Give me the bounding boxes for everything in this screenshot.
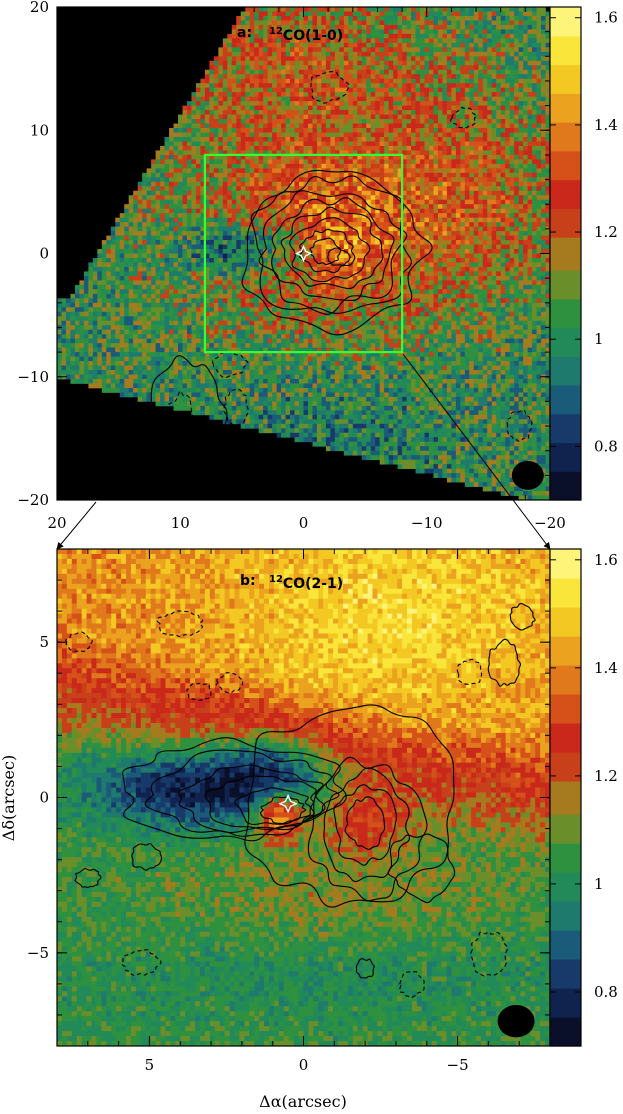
- colorbar-a-tick-label: 1.4: [594, 116, 618, 134]
- panel-b-y-tick-label: −5: [27, 944, 49, 962]
- panel-a-tick-labels: 20 10 0 −10 −20 −20 −10 0 10 20: [17, 0, 565, 532]
- panel-a-title-main: CO(1-0): [283, 28, 343, 44]
- panel-a-panel-label: a:: [237, 25, 252, 41]
- panel-a-heatmap: [57, 7, 550, 500]
- zoom-connector-right: [402, 353, 551, 550]
- panel-b-title-superscript: 12: [269, 574, 283, 585]
- colorbar-b-tick-label: 1.4: [594, 659, 618, 677]
- panel-a-title: 12CO(1-0): [269, 26, 343, 44]
- colorbar-b: 0.8 1 1.2 1.4 1.6: [549, 548, 618, 1047]
- panel-b-x-tick-label: 0: [299, 1056, 309, 1074]
- colorbar-b-ticks: 0.8 1 1.2 1.4 1.6: [550, 551, 618, 1001]
- zoom-connector-left: [56, 501, 97, 550]
- panel-b-beam: [497, 1004, 535, 1038]
- panel-a-title-superscript: 12: [269, 26, 283, 37]
- panel-b-y-tick-label: 0: [39, 789, 49, 807]
- colorbar-b-tick-label: 1: [594, 875, 604, 893]
- panel-a-x-tick-label: −10: [411, 514, 443, 532]
- colorbar-a-gradient: [550, 7, 581, 501]
- panel-a-x-tick-label: 20: [47, 514, 66, 532]
- panel-a-y-tick-label: 10: [30, 121, 49, 139]
- x-axis-title: Δα(arcsec): [259, 1092, 347, 1111]
- panel-a-zoom-box: [203, 153, 404, 354]
- colorbar-b-tick-label: 1.6: [594, 551, 618, 569]
- panel-a-y-tick-label: 0: [39, 245, 49, 263]
- panel-b-center-marker: [278, 794, 298, 814]
- panel-a-y-tick-label: 20: [30, 0, 49, 16]
- panel-b-x-tick-label: 5: [145, 1056, 155, 1074]
- panel-a-x-tick-label: −20: [534, 514, 566, 532]
- colorbar-a-tick-label: 1.6: [594, 9, 618, 27]
- markA-star: [294, 244, 313, 263]
- panel-b-x-tick-label: −5: [447, 1056, 469, 1074]
- colorbar-b-frame: [549, 548, 582, 1047]
- colorbar-a-ticks: 0.8 1 1.2 1.4 1.6: [550, 9, 618, 455]
- panel-a-x-tick-label: 10: [171, 514, 190, 532]
- colorbar-a-frame: [549, 6, 582, 501]
- panel-a-center-marker: [294, 244, 313, 263]
- panel-b-tick-labels: 5 0 −5 −5 0 5: [27, 633, 469, 1074]
- panel-a: 20 10 0 −10 −20 −20 −10 0 10 20 a: 12CO(1-0): [17, 0, 565, 532]
- colorbar-a-tick-label: 1: [594, 330, 604, 348]
- colorbar-a-tick-label: 1.2: [594, 223, 618, 241]
- y-axis-title: Δδ(arcsec): [0, 755, 18, 841]
- panel-a-x-tick-label: 0: [299, 514, 309, 532]
- panel-b-contours: [65, 603, 536, 999]
- colorbar-b-tick-label: 0.8: [594, 983, 618, 1001]
- colorbar-b-tick-label: 1.2: [594, 767, 618, 785]
- panel-b-y-tick-label: 5: [39, 633, 49, 651]
- colorbar-a-tick-label: 0.8: [594, 437, 618, 455]
- panel-a-y-tick-label: −20: [17, 491, 49, 509]
- panel-b: 5 0 −5 −5 0 5 b: 12CO(2-1) Δα(arcsec) Δδ(arcs…: [0, 548, 551, 1111]
- panel-b-title-main: CO(2-1): [283, 576, 343, 592]
- colorbar-b-gradient: [550, 549, 581, 1047]
- panel-a-ticks: [56, 6, 551, 501]
- panel-b-panel-label: b:: [240, 573, 256, 589]
- panel-a-beam: [511, 460, 544, 490]
- colorbar-a: 0.8 1 1.2 1.4 1.6: [549, 6, 618, 501]
- panel-b-title: 12CO(2-1): [269, 574, 343, 592]
- zoom-connectors: [56, 353, 551, 550]
- panel-a-contours: [150, 71, 533, 486]
- panel-a-y-tick-label: −10: [17, 368, 49, 386]
- markB-star: [278, 794, 298, 814]
- panel-b-ticks: [56, 548, 551, 1047]
